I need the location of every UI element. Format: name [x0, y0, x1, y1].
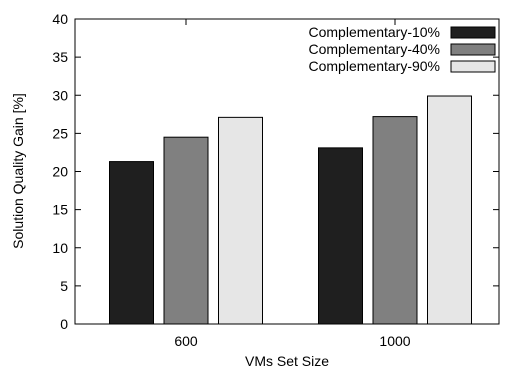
x-axis: 600 1000: [174, 19, 411, 349]
bar-1-600: [109, 161, 154, 325]
bars-group: [109, 95, 472, 325]
legend-label: Complementary-40%: [309, 41, 441, 57]
y-tick-label: 15: [52, 202, 68, 218]
y-axis: 0 5 10 15 20 25 30 35 40: [52, 11, 499, 332]
y-tick-label: 0: [60, 316, 68, 332]
x-tick-label: 1000: [379, 333, 410, 349]
legend: Complementary-10%Complementary-40%Comple…: [309, 24, 496, 74]
bar-3-1000: [427, 95, 472, 325]
y-axis-title: Solution Quality Gain [%]: [10, 93, 26, 249]
y-tick-label: 20: [52, 164, 68, 180]
legend-swatch: [450, 26, 496, 39]
x-axis-title: VMs Set Size: [245, 353, 329, 369]
legend-swatch: [450, 60, 496, 73]
legend-label: Complementary-90%: [309, 58, 441, 74]
bar-1-1000: [318, 147, 363, 325]
bar-2-1000: [372, 116, 418, 325]
bar-3-600: [218, 116, 263, 325]
legend-label: Complementary-10%: [309, 24, 441, 40]
x-tick-label: 600: [174, 333, 198, 349]
bar-2-600: [163, 136, 209, 325]
y-tick-label: 5: [60, 278, 68, 294]
y-tick-label: 10: [52, 240, 68, 256]
legend-swatch: [450, 43, 496, 56]
y-tick-label: 35: [52, 49, 68, 65]
y-tick-label: 25: [52, 125, 68, 141]
y-tick-label: 30: [52, 87, 68, 103]
y-tick-label: 40: [52, 11, 68, 27]
